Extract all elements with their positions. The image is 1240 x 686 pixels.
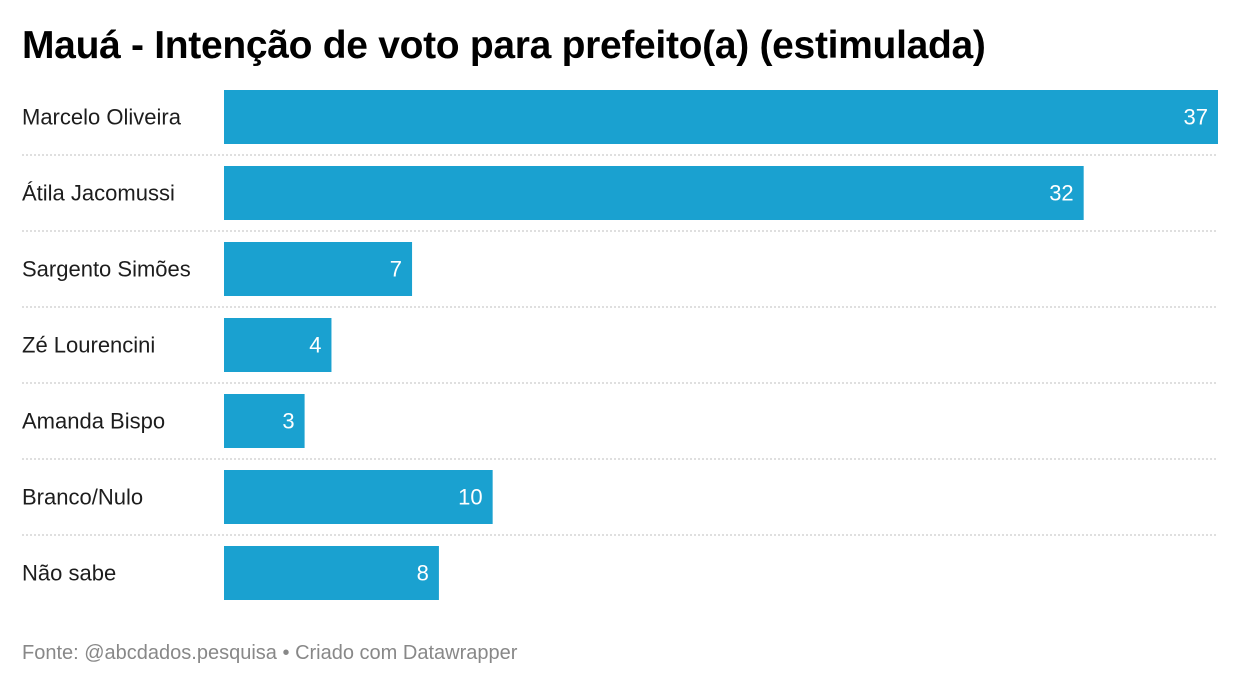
category-label: Zé Lourencini <box>22 333 155 358</box>
bar <box>224 394 305 448</box>
value-label: 32 <box>1049 181 1073 206</box>
footer-separator: • <box>282 642 290 664</box>
value-label: 3 <box>282 409 294 434</box>
bar <box>224 546 439 600</box>
value-label: 7 <box>390 257 402 282</box>
source-note: Fonte: @abcdados.pesquisa <box>22 642 277 664</box>
bar <box>224 470 493 524</box>
value-label: 37 <box>1184 105 1208 130</box>
category-label: Amanda Bispo <box>22 409 165 434</box>
bar <box>224 90 1218 144</box>
bar <box>224 242 413 296</box>
chart-title: Mauá - Intenção de voto para prefeito(a)… <box>22 24 986 67</box>
chart-footer: Fonte: @abcdados.pesquisa • Criado com D… <box>22 640 517 666</box>
category-label: Sargento Simões <box>22 257 191 282</box>
bar <box>224 318 332 372</box>
credit-note: Criado com Datawrapper <box>295 642 518 664</box>
category-label: Átila Jacomussi <box>22 181 175 206</box>
category-label: Marcelo Oliveira <box>22 105 182 130</box>
category-label: Branco/Nulo <box>22 485 143 510</box>
value-label: 10 <box>458 485 482 510</box>
category-label: Não sabe <box>22 561 116 586</box>
bar <box>224 166 1084 220</box>
value-label: 8 <box>417 561 429 586</box>
value-label: 4 <box>309 333 321 358</box>
